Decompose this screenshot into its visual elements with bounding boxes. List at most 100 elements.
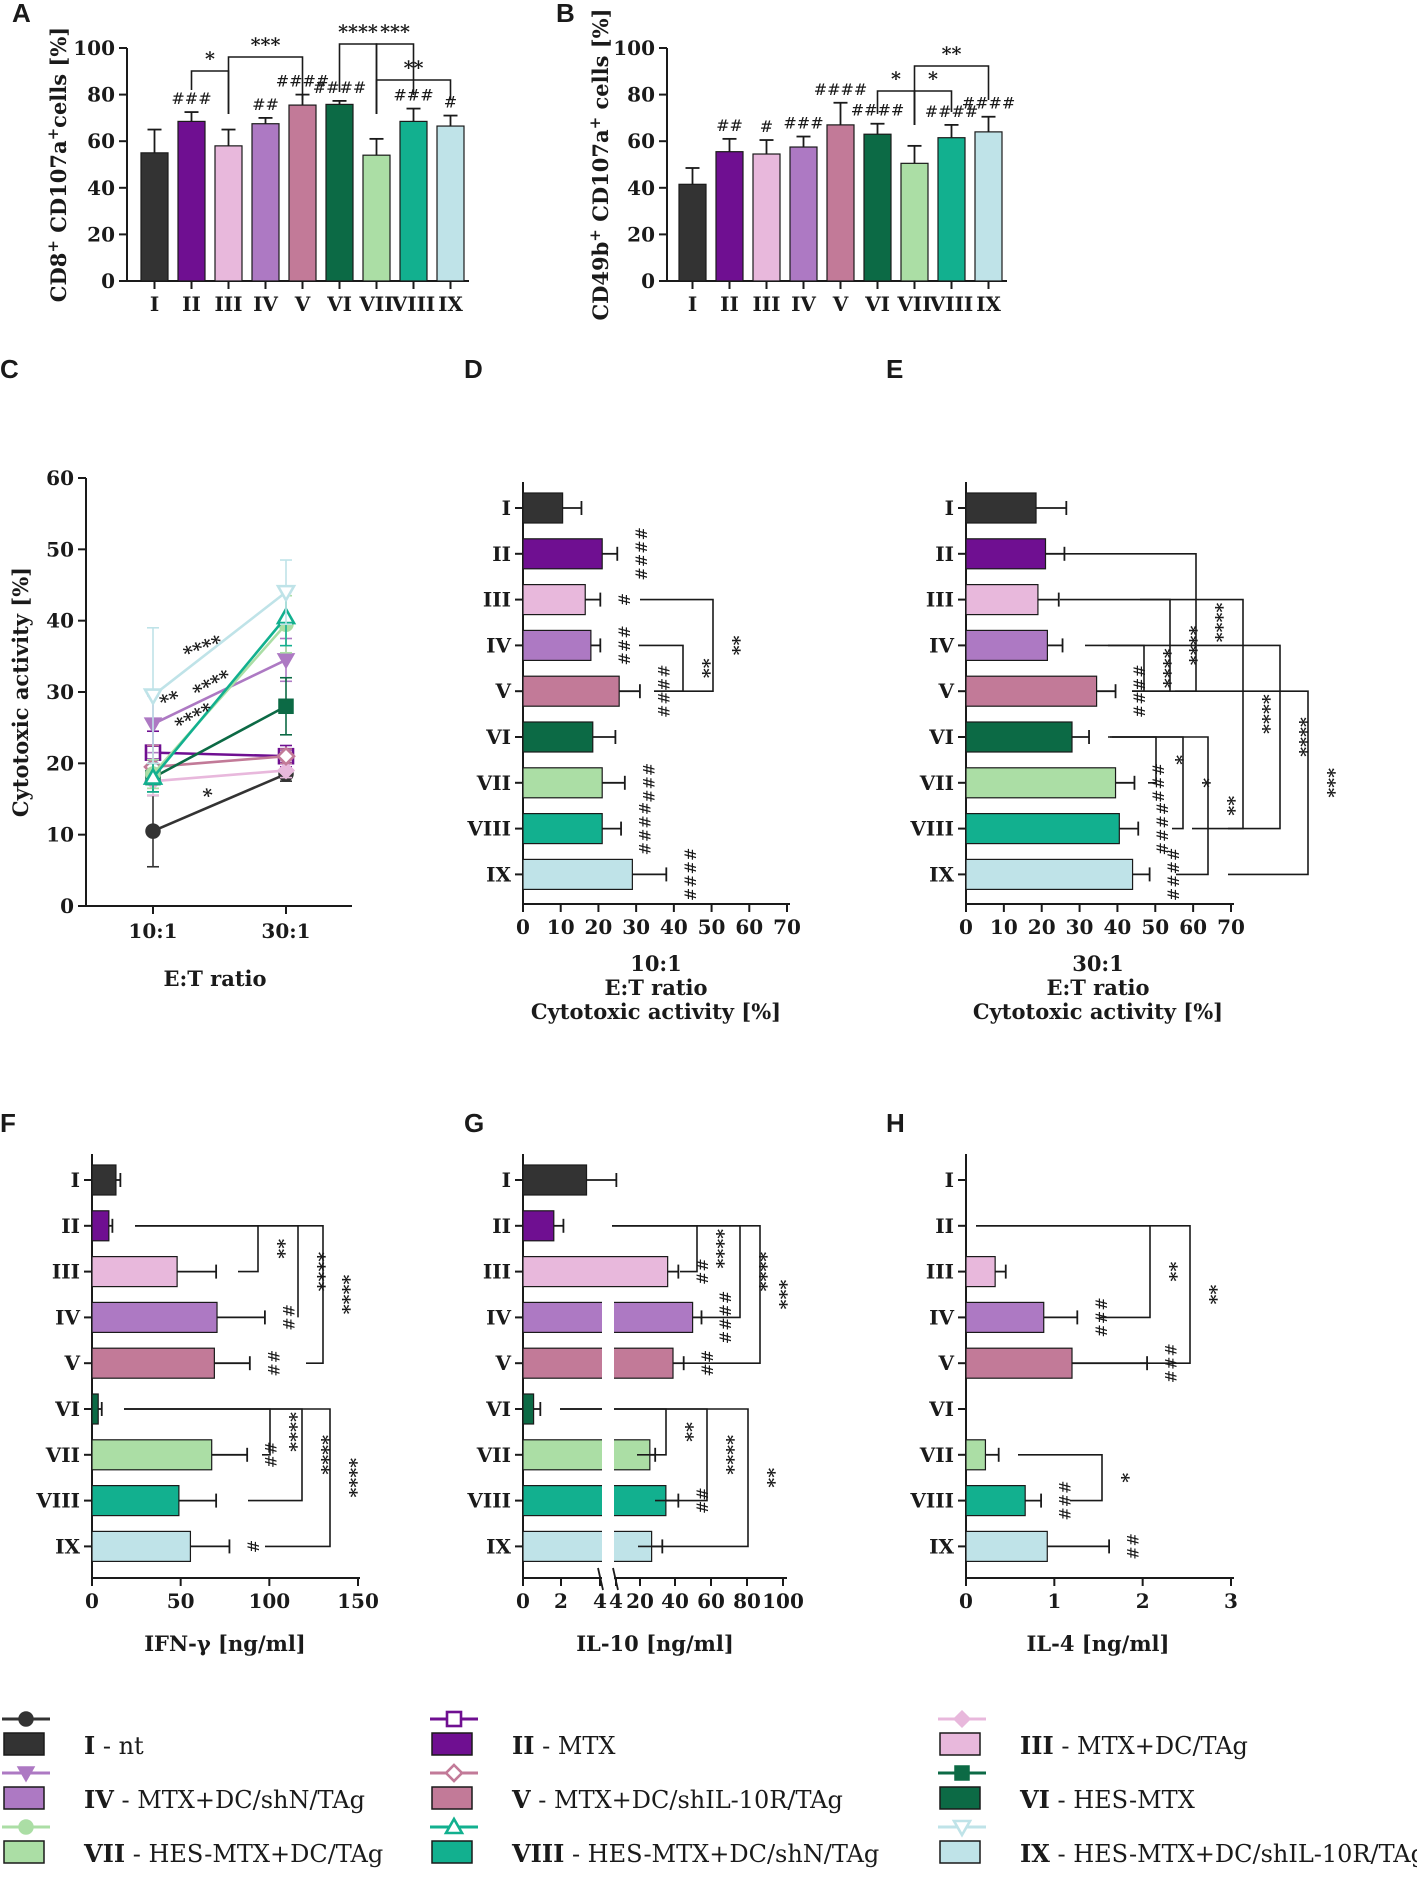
significance-label: * — [205, 48, 215, 70]
significance-label: **** — [189, 666, 234, 704]
y-tick-label-IV: IV — [929, 1305, 954, 1329]
y-tick-label-I: I — [502, 1168, 511, 1192]
bar-I — [140, 152, 169, 282]
hash-label-IX: # — [444, 93, 457, 112]
x-tick-label: 1 — [1047, 1589, 1061, 1613]
y-tick-label-IX: IX — [486, 862, 511, 886]
y-tick-label-IV: IV — [55, 1305, 80, 1329]
significance-label: * — [1192, 778, 1214, 788]
point-IV — [276, 653, 296, 670]
y-tick-label-III: III — [52, 1260, 80, 1284]
series-line-IX — [152, 591, 287, 697]
y-tick-label: 40 — [46, 609, 74, 633]
significance-label: * — [201, 784, 216, 808]
bar-II — [715, 151, 744, 282]
legend-label: IV - MTX+DC/shN/TAg — [84, 1785, 365, 1814]
x-tick-label-III: III — [752, 292, 780, 316]
x-tick-label: 30 — [622, 915, 650, 939]
significance-bracket — [913, 65, 990, 125]
panel-label-A: A — [12, 0, 31, 28]
bar-VIII — [522, 1484, 667, 1517]
significance-bracket — [1175, 690, 1309, 876]
x-tick-label: 40 — [1104, 915, 1132, 939]
significance-label: ** — [1217, 796, 1239, 816]
x-tick-label: 10 — [547, 915, 575, 939]
bar-VI — [522, 1393, 535, 1425]
y-tick-label-I: I — [71, 1168, 80, 1192]
y-tick-label-VI: VI — [485, 1397, 511, 1421]
bar-V — [91, 1347, 215, 1379]
significance-label: **** — [279, 1412, 301, 1452]
bar-VI — [522, 721, 594, 753]
series-line-VIII — [151, 616, 288, 779]
significance-label: ** — [757, 1468, 779, 1488]
x-tick-label: 40 — [661, 1589, 689, 1613]
x-tick-label: 20 — [626, 1589, 654, 1613]
legend-marker-III — [952, 1709, 972, 1729]
legend-code: VII — [83, 1839, 125, 1868]
bar-IX — [436, 125, 465, 282]
x-tick-label: 40 — [660, 915, 688, 939]
x-tick-label: 70 — [1217, 915, 1245, 939]
legend-label: III - MTX+DC/TAg — [1020, 1731, 1248, 1760]
y-tick-label: 20 — [46, 751, 74, 775]
significance-label: ** — [942, 43, 962, 65]
legend-label: VI - HES-MTX — [1019, 1785, 1195, 1814]
bar-VI — [965, 721, 1073, 753]
bar-IX — [522, 1530, 653, 1563]
bar-VIII — [522, 812, 603, 845]
significance-label: **** — [339, 1458, 361, 1498]
series-line-II — [152, 751, 287, 758]
legend-code: IX — [1020, 1839, 1050, 1868]
point-III — [276, 761, 296, 780]
x-tick-label: 2 — [554, 1589, 568, 1613]
point-VIII — [142, 766, 164, 785]
legend-label: I - nt — [84, 1731, 144, 1760]
hash-label-III: # — [614, 593, 633, 606]
hash-label-IV: ### — [614, 625, 633, 665]
y-tick-label-III: III — [926, 1260, 954, 1284]
legend-desc: - HES-MTX — [1050, 1786, 1195, 1814]
bar-I — [91, 1164, 117, 1196]
significance-label: ** — [267, 1239, 289, 1259]
bar-VI — [863, 133, 892, 282]
bar-III — [965, 583, 1039, 616]
bar-III — [214, 145, 243, 282]
y-label-part: + — [586, 117, 604, 130]
significance-label: **** — [311, 1435, 333, 1475]
bar-II — [91, 1210, 110, 1242]
hash-label-V: ## — [264, 1350, 283, 1377]
panel-label-B: B — [556, 0, 575, 28]
legend-desc: - HES-MTX+DC/shN/TAg — [564, 1840, 879, 1868]
significance-bracket — [976, 1225, 1191, 1364]
x-tick-label: 100 — [762, 1589, 804, 1613]
legend-marker-IV — [16, 1766, 36, 1783]
bar-V — [826, 124, 855, 282]
bar-IX — [522, 858, 633, 891]
significance-label: ** — [1159, 1262, 1181, 1282]
x-tick-label: 70 — [773, 915, 801, 939]
y-tick-label-II: II — [935, 542, 954, 566]
bar-I — [522, 492, 564, 524]
y-label-part: + — [586, 229, 604, 242]
y-tick-label-VIII: VIII — [909, 817, 954, 841]
bar-VII — [362, 154, 391, 282]
legend-swatch-V — [431, 1786, 473, 1810]
bar-I — [678, 183, 707, 282]
bar-II — [522, 538, 603, 570]
bar-IV — [789, 146, 818, 282]
significance-bracket — [1018, 1454, 1103, 1502]
x-tick-label: 0 — [959, 1589, 973, 1613]
legend-swatch-VII — [3, 1840, 45, 1864]
legend-swatch-VIII — [431, 1840, 473, 1864]
y-tick-label-II: II — [935, 1214, 954, 1238]
x-tick-label: 30:1 — [261, 919, 310, 943]
x-tick-label: 0 — [85, 1589, 99, 1613]
significance-label: * — [1165, 755, 1187, 765]
y-axis-label: Cytotoxic activity [%] — [8, 567, 33, 817]
significance-label: ** — [675, 1422, 697, 1442]
significance-label: ** — [722, 635, 744, 655]
legend-label: IX - HES-MTX+DC/shIL-10R/TAg — [1020, 1839, 1417, 1868]
